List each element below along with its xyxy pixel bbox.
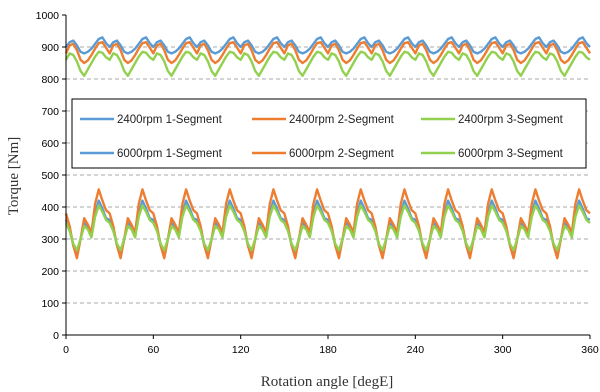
grid bbox=[66, 46, 590, 304]
y-tick-label: 600 bbox=[41, 138, 59, 150]
x-tick-label: 240 bbox=[407, 344, 425, 356]
legend-box bbox=[71, 98, 587, 169]
x-tick-label: 360 bbox=[581, 344, 599, 356]
y-axis-title: Torque [Nm] bbox=[6, 137, 22, 216]
y-tick-label: 400 bbox=[41, 202, 59, 214]
series-line-6000rpm-3-segment bbox=[64, 204, 591, 252]
legend-label: 6000rpm 2-Segment bbox=[289, 148, 395, 160]
series-line-6000rpm-2-segment bbox=[64, 188, 591, 260]
x-tick-label: 120 bbox=[232, 344, 250, 356]
series-lines bbox=[64, 36, 592, 260]
x-tick-label: 180 bbox=[319, 344, 337, 356]
y-tick-label: 500 bbox=[41, 170, 59, 182]
y-tick-label: 700 bbox=[41, 106, 59, 118]
y-tick-label: 300 bbox=[41, 234, 59, 246]
y-tick-label: 200 bbox=[41, 266, 59, 278]
series-line-6000rpm-1-segment bbox=[64, 199, 591, 257]
legend-label: 2400rpm 1-Segment bbox=[117, 114, 223, 126]
x-axis-title: Rotation angle [degE] bbox=[261, 374, 393, 390]
tick-labels: 0 100 200 300 400 500 600 700 800 900 1000 0 60 120 18… bbox=[36, 10, 599, 356]
x-tick-label: 60 bbox=[147, 344, 159, 356]
y-tick-label: 100 bbox=[41, 298, 59, 310]
y-tick-label: 900 bbox=[41, 42, 59, 54]
series-line-2400rpm-2-segment bbox=[64, 41, 592, 65]
legend-label: 2400rpm 2-Segment bbox=[289, 114, 395, 126]
x-tick-label: 300 bbox=[494, 344, 512, 356]
axes bbox=[62, 14, 591, 339]
y-tick-label: 1000 bbox=[36, 10, 60, 22]
y-tick-label: 0 bbox=[53, 330, 59, 342]
legend-label: 2400rpm 3-Segment bbox=[458, 114, 564, 126]
legend-label: 6000rpm 1-Segment bbox=[117, 148, 223, 160]
legend: 2400rpm 1-Segment 2400rpm 2-Segment 2400rp… bbox=[71, 98, 587, 169]
legend-label: 6000rpm 3-Segment bbox=[458, 148, 564, 160]
series-line-2400rpm-1-segment bbox=[65, 36, 591, 55]
x-tick-label: 0 bbox=[63, 344, 69, 356]
series-line-2400rpm-3-segment bbox=[64, 50, 591, 78]
y-tick-label: 800 bbox=[41, 74, 59, 86]
